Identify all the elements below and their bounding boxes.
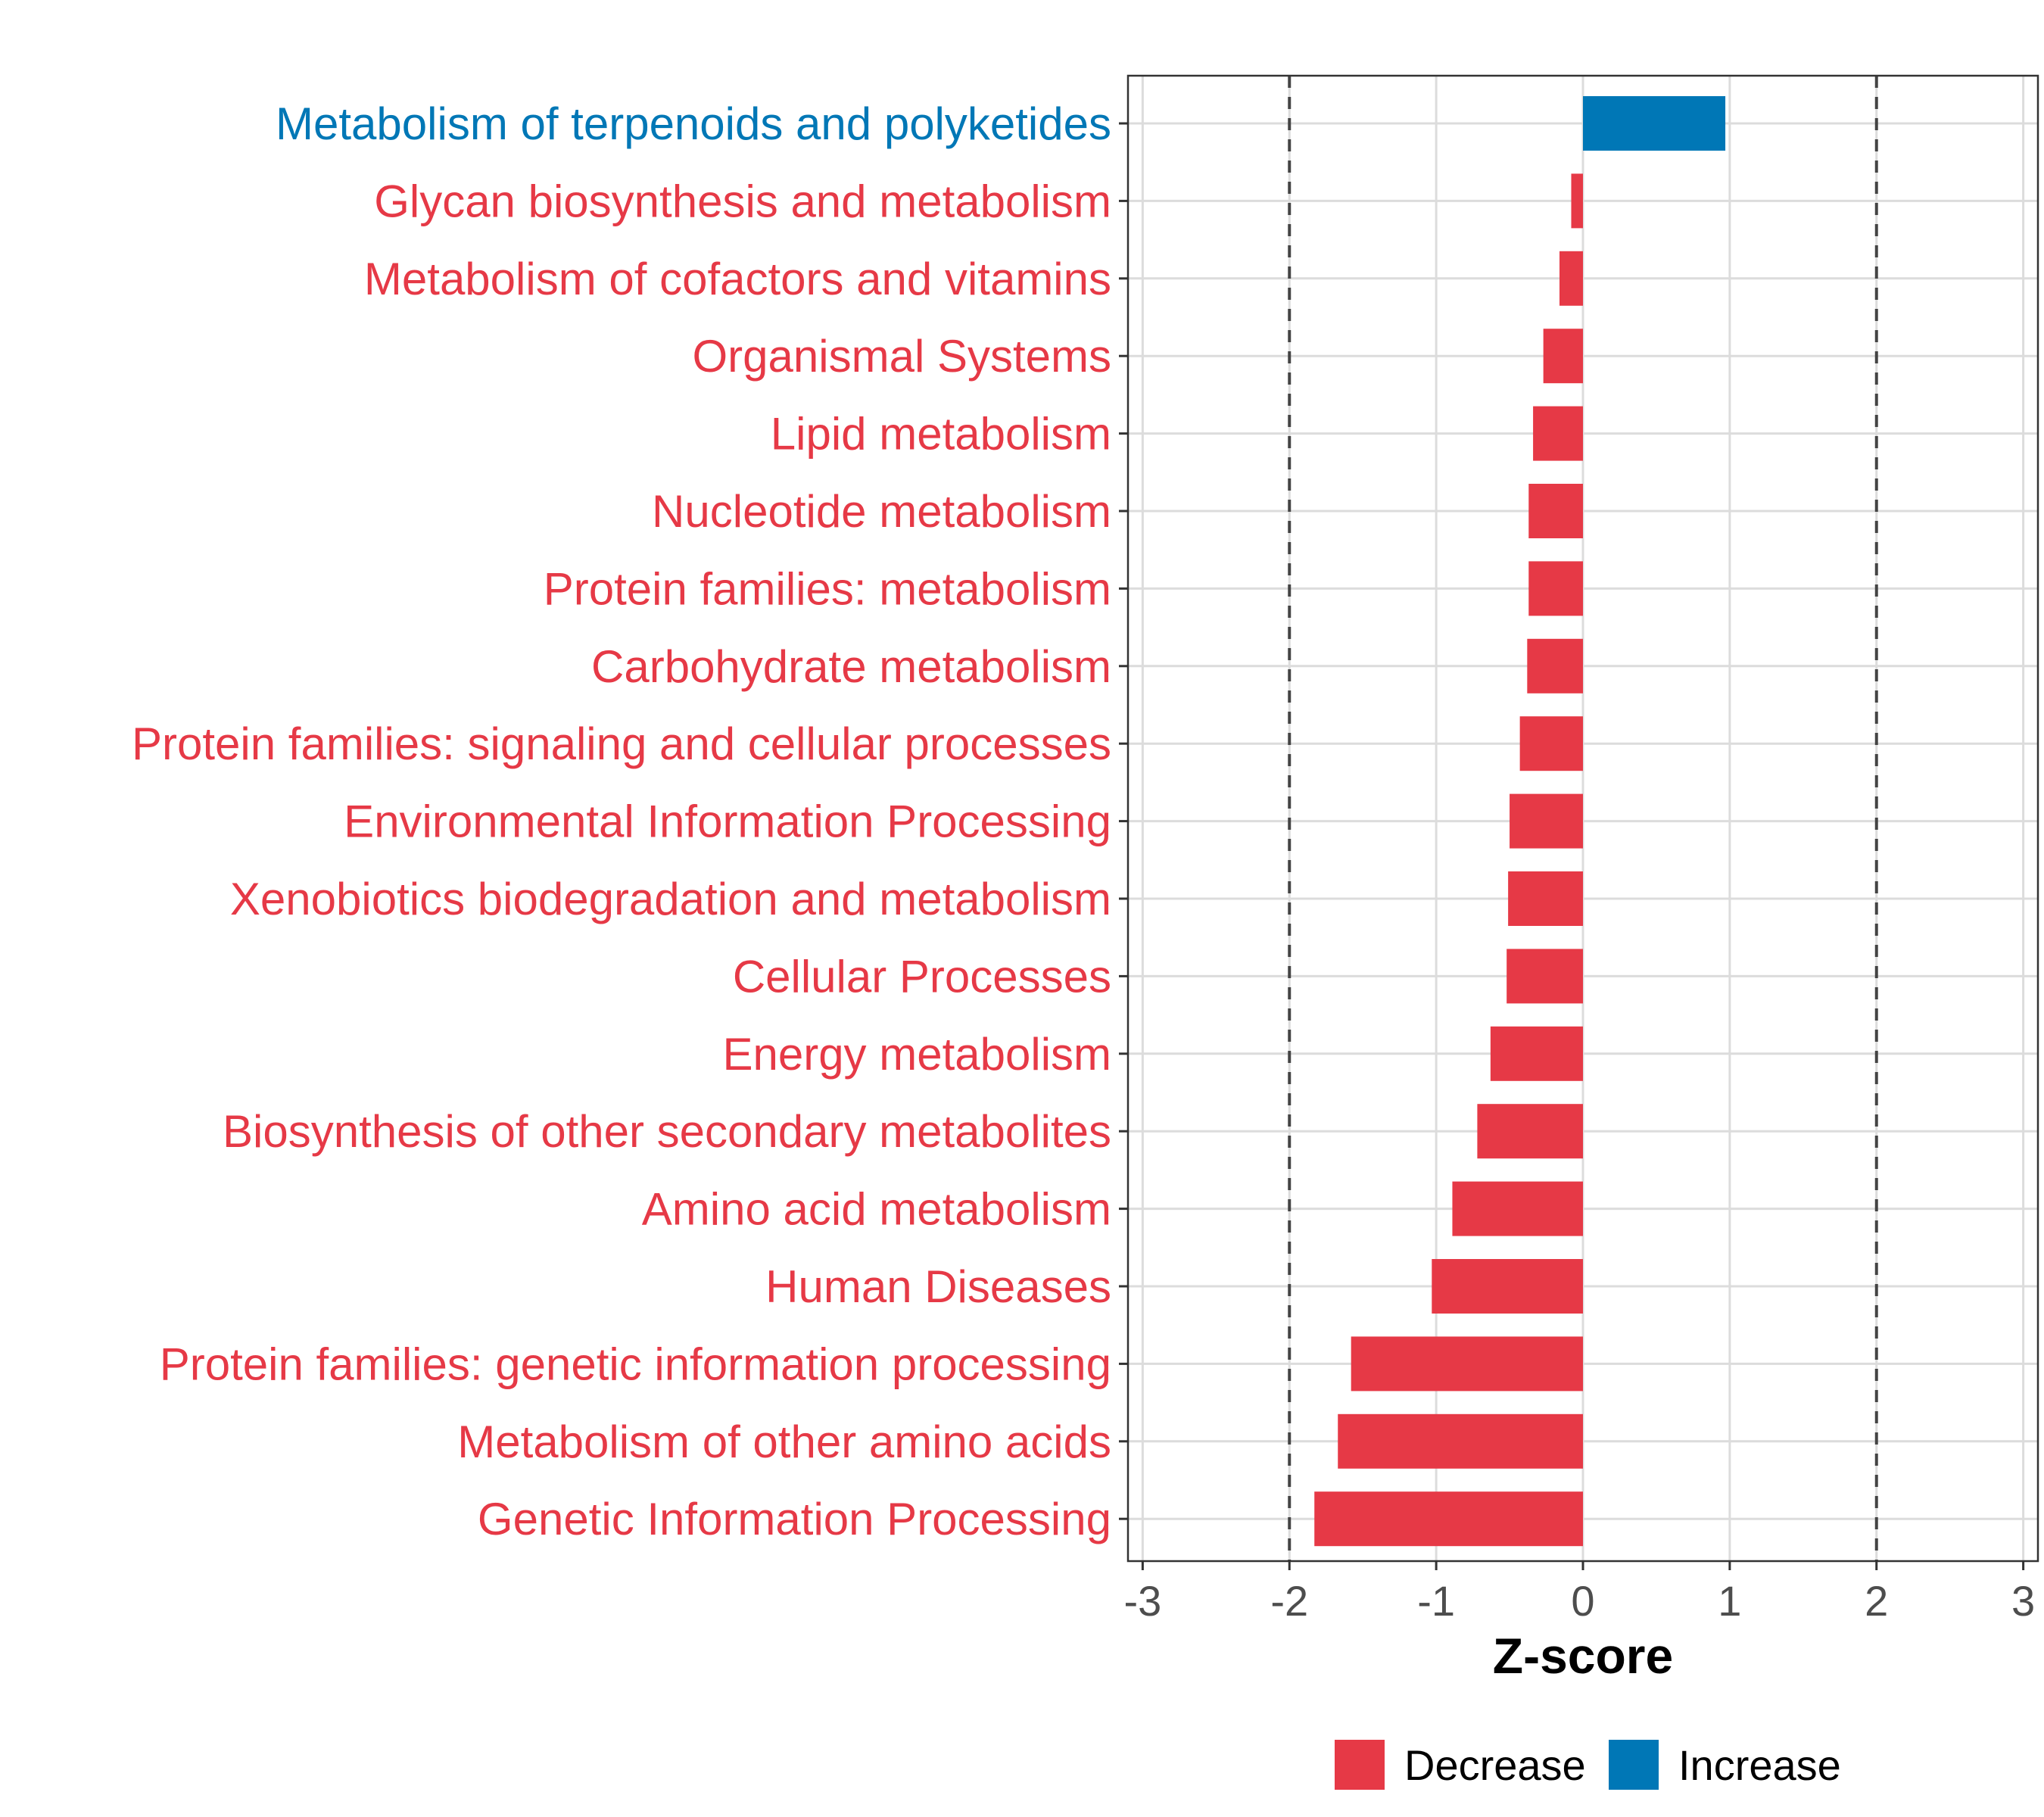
category-label: Protein families: signaling and cellular… — [132, 718, 1111, 769]
bar-decrease — [1490, 1026, 1583, 1081]
legend: Decrease Increase — [1335, 1740, 1841, 1790]
x-tick-label: 3 — [2011, 1577, 2035, 1625]
bar-decrease — [1527, 638, 1583, 693]
bar-decrease — [1338, 1413, 1583, 1469]
category-label: Protein families: metabolism — [544, 563, 1111, 614]
bar-decrease — [1314, 1491, 1583, 1547]
legend-key-decrease — [1335, 1740, 1385, 1790]
category-label: Xenobiotics biodegradation and metabolis… — [230, 874, 1111, 924]
legend-key-increase — [1609, 1740, 1659, 1790]
bar-decrease — [1571, 173, 1583, 229]
category-label: Carbohydrate metabolism — [591, 641, 1111, 692]
bar-decrease — [1351, 1336, 1583, 1392]
category-label: Energy metabolism — [722, 1029, 1111, 1080]
bar-decrease — [1543, 329, 1583, 384]
category-label: Biosynthesis of other secondary metaboli… — [223, 1106, 1111, 1157]
category-label: Environmental Information Processing — [344, 796, 1111, 847]
category-label: Protein families: genetic information pr… — [160, 1339, 1111, 1389]
x-tick-label: -1 — [1417, 1577, 1455, 1625]
category-label: Nucleotide metabolism — [652, 486, 1111, 537]
bar-decrease — [1519, 716, 1583, 771]
bar-decrease — [1508, 871, 1583, 926]
bar-decrease — [1528, 561, 1583, 616]
category-label: Organismal Systems — [693, 331, 1111, 382]
category-label: Human Diseases — [765, 1261, 1111, 1312]
y-axis-ticks — [1119, 122, 1128, 1520]
x-tick-label: -3 — [1123, 1577, 1161, 1625]
bars — [1314, 96, 1726, 1547]
category-label: Metabolism of cofactors and vitamins — [364, 254, 1111, 304]
bar-increase — [1583, 96, 1726, 151]
bar-decrease — [1432, 1259, 1583, 1314]
legend-label-decrease: Decrease — [1404, 1741, 1586, 1789]
category-label: Amino acid metabolism — [642, 1184, 1111, 1235]
bar-decrease — [1510, 793, 1583, 849]
x-axis-ticks: -3 -2 -1 0 1 2 3 — [1123, 1561, 2035, 1625]
category-label: Metabolism of terpenoids and polyketides — [276, 98, 1111, 149]
category-label: Genetic Information Processing — [478, 1494, 1111, 1544]
bar-decrease — [1452, 1181, 1583, 1236]
x-tick-label: 0 — [1571, 1577, 1594, 1625]
x-tick-label: 1 — [1718, 1577, 1741, 1625]
reference-lines — [1288, 76, 1878, 1561]
category-label: Cellular Processes — [733, 951, 1111, 1002]
bar-decrease — [1507, 949, 1583, 1004]
category-label: Lipid metabolism — [771, 409, 1111, 460]
bar-decrease — [1477, 1104, 1583, 1159]
category-label: Metabolism of other amino acids — [457, 1417, 1111, 1467]
category-labels: Metabolism of terpenoids and polyketides… — [132, 98, 1111, 1544]
category-label: Glycan biosynthesis and metabolism — [374, 176, 1111, 226]
legend-label-increase: Increase — [1678, 1741, 1841, 1789]
bar-decrease — [1533, 406, 1583, 461]
x-axis-title: Z-score — [1493, 1628, 1673, 1684]
bar-decrease — [1528, 484, 1583, 538]
bar-decrease — [1559, 251, 1583, 306]
x-tick-label: -2 — [1270, 1577, 1308, 1625]
x-tick-label: 2 — [1865, 1577, 1888, 1625]
